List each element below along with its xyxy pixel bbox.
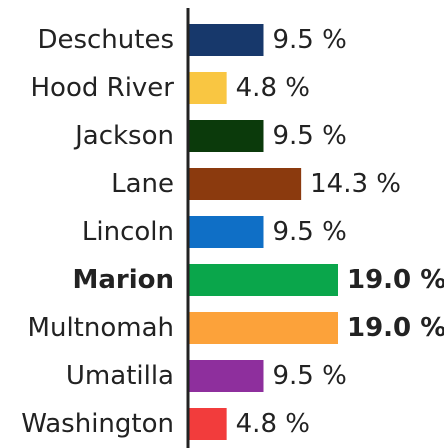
value-label: 4.8 % [236, 409, 310, 439]
bar [189, 24, 264, 56]
bar [189, 408, 227, 440]
bar [189, 360, 264, 392]
bar [189, 312, 338, 344]
category-label: Washington [21, 409, 174, 439]
value-label: 9.5 % [273, 25, 347, 55]
category-label: Hood River [31, 73, 175, 103]
category-label: Marion [72, 265, 174, 295]
value-label: 9.5 % [273, 217, 347, 247]
category-label: Lincoln [82, 217, 174, 247]
value-label: 14.3 % [310, 169, 401, 199]
value-label: 9.5 % [273, 361, 347, 391]
bar [189, 120, 264, 152]
category-label: Lane [111, 169, 174, 199]
bar [189, 264, 338, 296]
value-label: 4.8 % [236, 73, 310, 103]
value-label: 19.0 % [347, 313, 444, 343]
category-label: Jackson [73, 121, 174, 151]
bar [189, 72, 227, 104]
category-label: Deschutes [37, 25, 174, 55]
bar [189, 168, 302, 200]
category-label: Multnomah [28, 313, 174, 343]
value-label: 19.0 % [347, 265, 444, 295]
value-label: 9.5 % [273, 121, 347, 151]
category-label: Umatilla [66, 361, 174, 391]
bar [189, 216, 264, 248]
